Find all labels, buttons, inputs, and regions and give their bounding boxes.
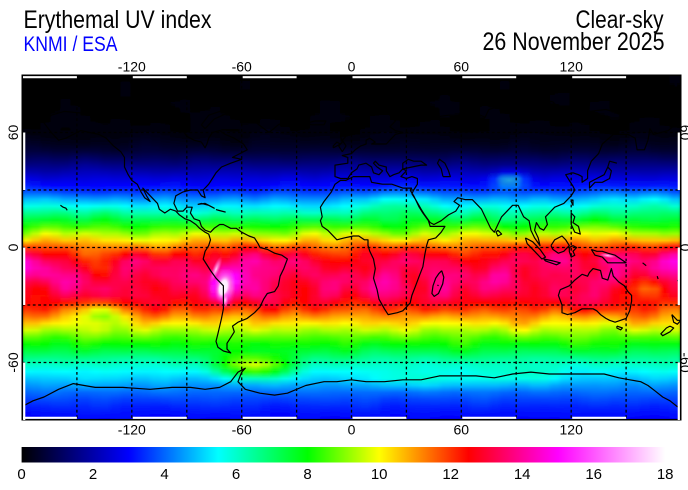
svg-text:10: 10 (371, 466, 388, 483)
svg-text:4: 4 (160, 466, 168, 483)
svg-text:60: 60 (678, 125, 688, 141)
svg-text:60: 60 (5, 125, 21, 141)
svg-text:60: 60 (454, 422, 470, 438)
svg-text:6: 6 (232, 466, 240, 483)
svg-text:KNMI / ESA: KNMI / ESA (24, 33, 118, 56)
svg-text:0: 0 (678, 244, 688, 252)
svg-text:-60: -60 (678, 352, 688, 372)
svg-text:120: 120 (560, 422, 584, 438)
svg-text:-60: -60 (5, 352, 21, 372)
svg-text:120: 120 (560, 59, 584, 75)
svg-text:Clear-sky: Clear-sky (576, 6, 664, 34)
svg-text:18: 18 (657, 466, 674, 483)
svg-text:-60: -60 (232, 422, 252, 438)
svg-text:-120: -120 (118, 59, 146, 75)
svg-text:0: 0 (348, 422, 356, 438)
svg-text:0: 0 (348, 59, 356, 75)
svg-text:8: 8 (303, 466, 311, 483)
svg-text:60: 60 (454, 59, 470, 75)
svg-text:26 November 2025: 26 November 2025 (483, 28, 665, 56)
svg-text:-120: -120 (118, 422, 146, 438)
svg-text:2: 2 (89, 466, 97, 483)
svg-text:14: 14 (514, 466, 531, 483)
svg-text:0: 0 (5, 243, 21, 251)
svg-text:-60: -60 (232, 59, 252, 75)
svg-text:12: 12 (442, 466, 459, 483)
svg-text:0: 0 (17, 466, 25, 483)
svg-text:16: 16 (585, 466, 602, 483)
svg-text:Erythemal UV index: Erythemal UV index (24, 6, 212, 34)
